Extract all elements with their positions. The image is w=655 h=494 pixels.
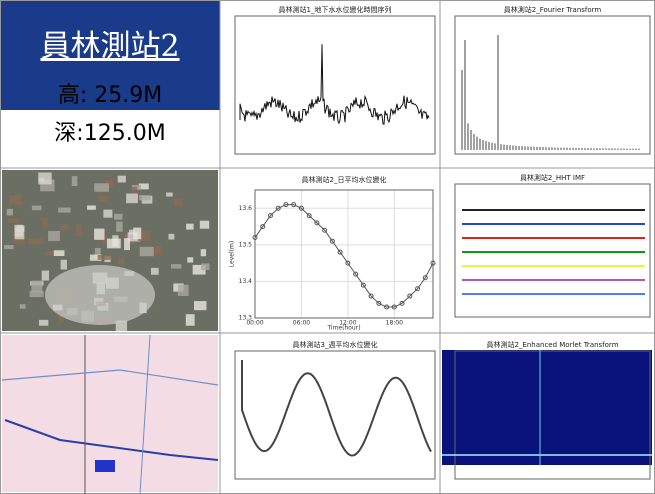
plot-frame (235, 16, 435, 154)
building (169, 234, 175, 240)
building (7, 209, 13, 216)
building (201, 263, 209, 270)
building (38, 172, 51, 184)
building (178, 285, 189, 296)
building (174, 199, 182, 206)
building (94, 229, 104, 240)
chart-title: 員林測站2_日平均水位變化 (302, 175, 387, 184)
x-tick-label: 00:00 (246, 320, 263, 327)
building (186, 224, 193, 230)
building (31, 281, 42, 293)
panel-title: 員林測站1_地下水水位變化時間序列 (279, 5, 392, 14)
y-tick-label: 13.5 (239, 241, 253, 248)
building (61, 260, 67, 270)
building (45, 251, 53, 255)
plot-frame (455, 16, 650, 154)
building (58, 208, 70, 213)
building (8, 218, 19, 223)
page: {"info": {"station": "員林測站2", "height": … (0, 0, 655, 494)
panel-title: 員林測站2_Enhanced Morlet Transform (486, 340, 618, 349)
building (98, 255, 112, 260)
weekly-wave (242, 360, 431, 455)
plot-frame (235, 351, 435, 479)
building (20, 304, 26, 309)
building (133, 228, 141, 240)
building (201, 249, 206, 256)
building (87, 205, 96, 209)
building (72, 176, 78, 186)
building (107, 239, 121, 249)
building (48, 231, 60, 241)
building (200, 221, 209, 229)
building (126, 194, 138, 204)
y-axis-label: Level(m) (229, 241, 236, 267)
building (114, 214, 122, 220)
y-tick-label: 13.4 (239, 278, 253, 285)
building (4, 245, 14, 249)
plot-frame (455, 184, 650, 317)
building (39, 320, 48, 326)
building (76, 225, 82, 236)
building (32, 206, 42, 211)
height: 高: 25.9M (58, 83, 162, 108)
wave (240, 44, 429, 124)
spectrogram (442, 350, 652, 465)
x-tick-label: 18:00 (386, 320, 403, 327)
building (54, 250, 65, 256)
building (94, 183, 109, 191)
station-name: 員林測站2 (40, 29, 179, 64)
smoke (45, 265, 155, 325)
daily-chart: 員林測站2_日平均水位變化Time(hour)Level(m)13.313.41… (229, 175, 436, 332)
building (194, 301, 206, 310)
panel-title: 員林測站3_週平均水位變化 (293, 340, 378, 349)
building (14, 225, 22, 237)
panel-title: 員林測站2_Fourier Transform (504, 5, 602, 14)
line (255, 205, 433, 307)
building (116, 222, 123, 232)
building (118, 257, 124, 264)
building (42, 271, 49, 281)
building (186, 314, 195, 326)
building (154, 246, 161, 255)
panel-title: 員林測站2_HHT IMF (520, 173, 585, 182)
building (42, 218, 47, 227)
building (29, 239, 44, 245)
x-tick-label: 06:00 (293, 320, 310, 327)
building (131, 187, 137, 193)
building (124, 238, 130, 250)
depth: 深:125.0M (54, 121, 165, 146)
building (9, 195, 21, 205)
building (171, 264, 181, 268)
building (118, 176, 126, 183)
dashboard: 員林測站2 高: 25.9M 深:125.0M 員林測站1_地下水水位變化時間序… (0, 0, 655, 494)
building (166, 192, 173, 196)
x-tick-label: 12:00 (339, 320, 356, 327)
building (99, 195, 109, 201)
building (140, 247, 154, 256)
y-tick-label: 13.6 (239, 205, 253, 212)
building (187, 257, 193, 262)
building (103, 210, 112, 218)
building (151, 268, 159, 275)
building (61, 225, 69, 230)
building (139, 195, 151, 200)
